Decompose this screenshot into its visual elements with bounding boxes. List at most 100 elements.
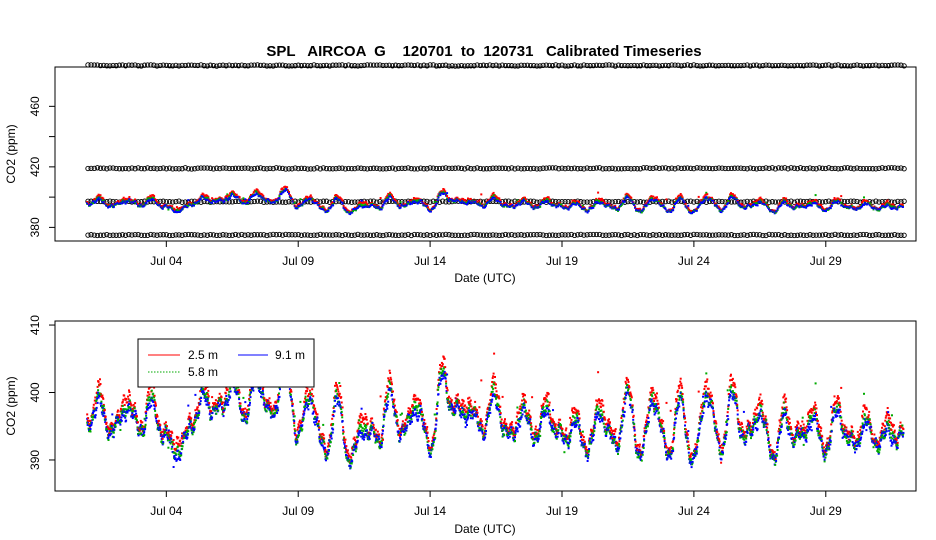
bottom-data-point — [258, 389, 261, 392]
top-data-point — [466, 203, 468, 206]
calibration-point — [612, 166, 618, 172]
bottom-data-point — [273, 408, 276, 411]
top-data-point — [868, 202, 871, 205]
bottom-data-point — [94, 402, 97, 405]
calibration-point — [666, 166, 672, 172]
bottom-data-point — [185, 434, 188, 437]
calibration-point — [424, 166, 430, 172]
calibration-point — [782, 62, 788, 69]
top-data-point — [441, 190, 444, 193]
calibration-point — [110, 62, 116, 69]
bottom-data-point — [136, 415, 138, 418]
top-data-point — [433, 201, 436, 204]
calibration-point — [775, 231, 782, 238]
calibration-point — [383, 166, 389, 172]
top-data-point — [391, 194, 393, 197]
bottom-data-point — [92, 403, 95, 406]
top-data-point — [278, 197, 281, 200]
top-data-point — [134, 198, 137, 201]
calibration-point — [97, 165, 104, 171]
top-data-point — [167, 208, 170, 211]
calibration-point — [866, 165, 873, 172]
top-data-point — [356, 207, 359, 209]
calibration-point — [744, 166, 750, 172]
top-data-point — [731, 194, 733, 197]
calibration-point — [320, 198, 327, 204]
calibration-point — [841, 165, 848, 171]
bottom-data-point — [203, 392, 205, 395]
bottom-data-point — [124, 416, 127, 419]
calibration-point — [531, 231, 537, 238]
top-data-point — [730, 192, 732, 195]
calibration-point — [311, 232, 317, 238]
bottom-data-point — [225, 386, 228, 389]
top-data-point — [492, 191, 495, 194]
bottom-data-point — [139, 424, 142, 426]
calibration-point — [235, 63, 242, 69]
calibration-point — [603, 62, 609, 68]
bottom-data-point — [202, 390, 205, 393]
bottom-data-point — [99, 378, 101, 381]
top-data-point — [257, 190, 260, 193]
top-data-point — [96, 194, 99, 197]
calibration-point — [474, 165, 480, 171]
calibration-point — [267, 63, 273, 69]
bottom-data-point — [162, 441, 165, 444]
top-data-point — [460, 201, 463, 204]
bottom-data-point — [107, 437, 110, 440]
bottom-data-point — [273, 415, 276, 418]
top-data-point — [222, 201, 225, 204]
calibration-point — [323, 165, 330, 172]
calibration-point — [349, 63, 355, 69]
top-data-point — [207, 197, 210, 200]
bottom-data-point — [99, 383, 102, 385]
calibration-point — [879, 62, 885, 69]
calibration-point — [104, 166, 110, 172]
calibration-point — [810, 232, 816, 238]
bottom-data-point — [95, 409, 98, 412]
calibration-point — [543, 165, 549, 171]
bottom-data-point — [199, 403, 202, 406]
calibration-point — [490, 232, 496, 238]
bottom-data-point — [153, 394, 156, 397]
top-data-point — [516, 199, 519, 202]
bottom-data-point — [119, 429, 122, 431]
top-x-tick-label: Jul 24 — [678, 254, 710, 268]
top-data-point — [645, 204, 648, 207]
calibration-point — [279, 62, 286, 68]
calibration-point — [352, 63, 358, 69]
top-data-point — [270, 200, 273, 203]
calibration-point — [735, 165, 741, 171]
calibration-point — [257, 165, 264, 171]
calibration-point — [634, 232, 640, 239]
calibration-point — [424, 232, 430, 238]
top-data-point — [640, 211, 643, 214]
top-data-point — [892, 207, 895, 210]
bottom-data-point — [151, 399, 154, 402]
top-data-point — [137, 202, 139, 205]
bottom-data-point — [140, 426, 143, 429]
top-data-point — [901, 206, 904, 208]
calibration-point — [779, 62, 785, 68]
bottom-data-point — [192, 423, 195, 426]
top-data-point — [354, 209, 357, 212]
calibration-point — [722, 62, 728, 69]
calibration-point — [455, 165, 462, 171]
calibration-point — [314, 165, 320, 171]
bottom-data-point — [201, 391, 204, 393]
calibration-point — [220, 232, 226, 238]
calibration-point — [101, 165, 107, 171]
calibration-point — [452, 232, 458, 238]
bottom-data-point — [171, 441, 174, 443]
bottom-data-point — [200, 397, 203, 399]
bottom-data-point — [250, 391, 252, 394]
calibration-point — [615, 232, 622, 238]
bottom-data-point — [288, 391, 291, 394]
top-data-point — [249, 198, 251, 201]
bottom-data-point — [207, 403, 210, 406]
calibration-point — [487, 166, 493, 172]
calibration-point — [763, 165, 769, 171]
calibration-point — [458, 232, 465, 239]
calibration-point — [571, 165, 578, 171]
calibration-point — [414, 166, 421, 172]
